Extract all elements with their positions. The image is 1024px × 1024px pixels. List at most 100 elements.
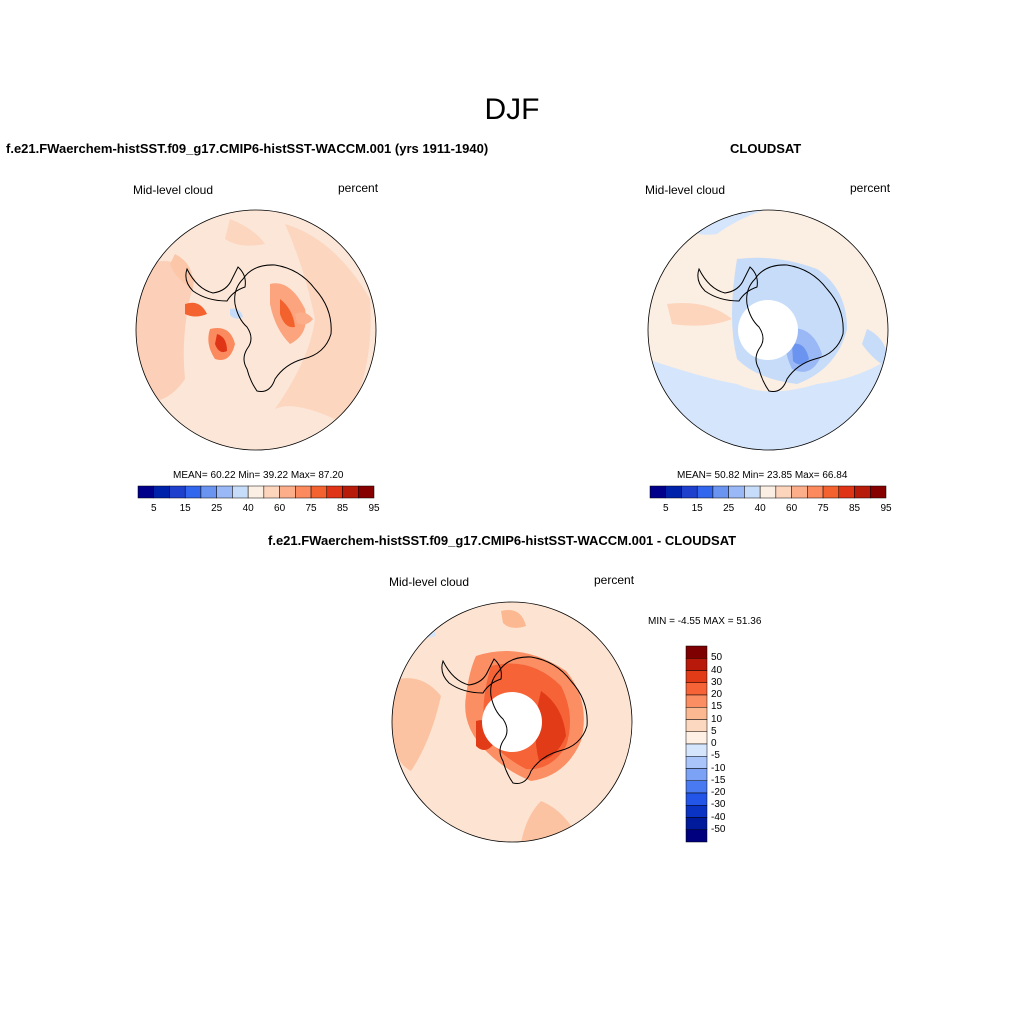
diff-colorbar-swatch [685, 792, 708, 806]
obs-colorbar-swatch [649, 485, 666, 499]
variable-label-diff: Mid-level cloud [389, 575, 470, 589]
obs-colorbar-swatch [681, 485, 698, 499]
model-colorbar-swatch [216, 485, 233, 499]
model-low-patch [230, 308, 243, 319]
colorbar-obs [649, 485, 887, 499]
obs-colorbar-swatch [791, 485, 808, 499]
model-colorbar-swatch [326, 485, 343, 499]
obs-colorbar-label: 60 [786, 503, 798, 514]
diff-negative-patch [411, 620, 436, 638]
stats-obs: MEAN= 50.82 Min= 23.85 Max= 66.84 [677, 470, 848, 481]
diff-colorbar-swatch [685, 645, 708, 659]
model-colorbar-label: 60 [274, 503, 286, 514]
model-core-east [280, 299, 295, 328]
obs-colorbar-label: 15 [691, 503, 703, 514]
page-title: DJF [484, 93, 540, 126]
diff-colorbar-label: -50 [711, 823, 726, 835]
diff-colorbar-swatch [685, 743, 708, 757]
obs-colorbar-swatch [759, 485, 777, 499]
diff-colorbar-swatch [685, 694, 708, 708]
obs-colorbar-swatch [822, 485, 840, 499]
obs-colorbar-swatch [665, 485, 682, 499]
model-colorbar-swatch [358, 485, 375, 499]
diff-field-west [392, 678, 441, 771]
obs-missing-data-hole [738, 300, 798, 360]
diff-colorbar-label: -40 [711, 811, 726, 823]
diff-colorbar-swatch [685, 780, 708, 794]
obs-colorbar-swatch [807, 485, 824, 499]
obs-colorbar-swatch [854, 485, 871, 499]
diff-colorbar-label: -10 [711, 762, 726, 774]
units-label-obs: percent [850, 181, 891, 195]
model-colorbar-label: 85 [336, 503, 349, 514]
model-colorbar-swatch [247, 485, 265, 499]
panel-title-model: f.e21.FWaerchem-histSST.f09_g17.CMIP6-hi… [6, 141, 489, 156]
diff-colorbar-swatch [685, 719, 708, 732]
model-colorbar-swatch [295, 485, 312, 499]
diff-colorbar-swatch [685, 817, 708, 830]
obs-coastline [697, 264, 844, 392]
variable-label-model: Mid-level cloud [133, 183, 214, 197]
model-map-border [135, 209, 377, 451]
model-colorbar-label: 5 [150, 503, 157, 514]
diff-colorbar-label: -20 [711, 787, 726, 798]
obs-colorbar-label: 40 [754, 503, 766, 514]
stats-diff: MIN = -4.55 MAX = 51.36 [648, 616, 762, 627]
model-field-east [275, 224, 371, 424]
model-field-west [136, 261, 195, 402]
stats-model: MEAN= 60.22 Min= 39.22 Max= 87.20 [173, 470, 344, 481]
obs-low-south [648, 359, 888, 450]
units-label-model: percent [338, 181, 379, 195]
polar-map-model [135, 209, 377, 451]
diff-map-border [391, 601, 633, 843]
colorbar-labels-obs: 5 15 25 40 60 75 85 95 [650, 503, 892, 515]
model-colorbar-label: 25 [211, 503, 223, 514]
units-label-diff: percent [594, 573, 635, 587]
diff-colorbar-swatch [685, 805, 708, 818]
diff-colorbar-swatch [685, 682, 708, 696]
diff-core-east [535, 691, 566, 761]
diff-colorbar-swatch [685, 731, 708, 745]
diff-colorbar-label: 40 [711, 664, 723, 676]
obs-colorbar-label: 85 [848, 503, 861, 514]
diff-colorbar-label: -5 [711, 750, 720, 762]
panel-title-obs: CLOUDSAT [730, 141, 802, 156]
obs-colorbar-swatch [744, 485, 761, 499]
diff-colorbar-label: 0 [711, 738, 717, 749]
colorbar-labels-diff: 50 40 30 20 15 10 5 0 -5 -10 -15 -20 -30 -40 -50 [711, 646, 751, 842]
model-colorbar-swatch [263, 485, 280, 499]
model-colorbar-label: 15 [179, 503, 191, 514]
diff-colorbar-swatch [685, 756, 708, 769]
model-field-north [225, 219, 265, 246]
diff-colorbar-label: 50 [711, 652, 723, 664]
model-colorbar-label: 40 [242, 503, 254, 514]
obs-low-core [792, 343, 809, 365]
diff-colorbar-swatch [685, 768, 708, 781]
obs-map-border [647, 209, 889, 451]
diff-colorbar-label: 10 [711, 713, 723, 725]
model-colorbar-swatch [200, 485, 217, 499]
model-coastline [185, 264, 332, 392]
model-colorbar-swatch [184, 485, 202, 499]
diff-colorbar-swatch [685, 829, 708, 843]
obs-colorbar-swatch [696, 485, 714, 499]
model-colorbar-swatch [169, 485, 186, 499]
diff-coastline [441, 656, 588, 784]
model-core-west [215, 334, 227, 353]
diff-colorbar-swatch [685, 658, 708, 671]
model-colorbar-swatch [137, 485, 154, 499]
model-colorbar-label: 95 [368, 503, 380, 514]
obs-colorbar-label: 95 [880, 503, 892, 514]
obs-high-west [667, 303, 732, 326]
obs-colorbar-label: 75 [817, 503, 829, 514]
model-colorbar-swatch [279, 485, 296, 499]
obs-colorbar-swatch [870, 485, 887, 499]
polar-map-diff [391, 601, 633, 843]
obs-colorbar-swatch [728, 485, 745, 499]
colorbar-labels-model: 5 15 25 40 60 75 85 95 [138, 503, 380, 515]
model-colorbar-swatch [310, 485, 328, 499]
model-colorbar-swatch [342, 485, 359, 499]
colorbar-diff [685, 645, 708, 843]
panel-title-diff: f.e21.FWaerchem-histSST.f09_g17.CMIP6-hi… [268, 533, 737, 548]
model-colorbar-swatch [153, 485, 170, 499]
